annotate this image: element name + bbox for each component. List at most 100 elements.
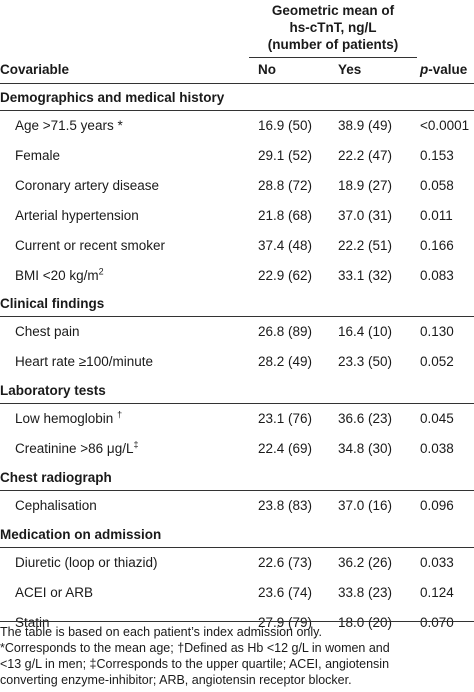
footnote-line4: converting enzyme-inhibitor; ARB, angiot… [0, 673, 352, 687]
column-header-p-value: p-value [420, 62, 468, 77]
value-no: 16.9 (50) [258, 118, 313, 133]
section-header-row: Chest radiograph [0, 466, 474, 496]
table-row: Cephalisation 23.8 (83) 37.0 (16) 0.096 [0, 491, 474, 521]
group-header-line2: hs-cTnT, ng/L [289, 20, 377, 35]
value-yes: 37.0 (31) [338, 207, 393, 223]
header-rule [0, 83, 474, 84]
section-title: Clinical findings [0, 296, 105, 312]
covariable-label: Heart rate ≥100/minute [15, 354, 153, 370]
value-yes: 22.2 (51) [338, 237, 393, 253]
column-header-row: Covariable No Yes p-value [0, 62, 474, 82]
section-rule [0, 403, 474, 405]
footnote-line3: <13 g/L in men; ‡Corresponds to the uppe… [0, 657, 390, 671]
table-footnote: The table is based on each patient’s ind… [0, 624, 474, 688]
value-yes: 38.9 (49) [338, 118, 393, 133]
covariable-label: Statin [15, 614, 50, 630]
value-no: 23.8 (83) [258, 498, 313, 513]
value-no: 21.8 (68) [258, 207, 313, 223]
value-no: 26.8 (89) [258, 324, 313, 340]
covariable-label: Coronary artery disease [15, 177, 160, 193]
group-header-line1: Geometric mean of [271, 3, 395, 18]
label-superscript: † [117, 409, 123, 420]
table-row: Chest pain 26.8 (89) 16.4 (10) 0.130 [0, 317, 474, 347]
covariable-label: BMI <20 kg/m2 [15, 266, 104, 283]
p-value: 0.052 [420, 354, 454, 370]
p-value: 0.058 [420, 177, 454, 193]
group-header-line3: (number of patients) [267, 37, 399, 52]
p-value: 0.083 [420, 267, 454, 283]
label-superscript: 2 [98, 266, 104, 276]
covariable-label: Diuretic (loop or thiazid) [15, 554, 158, 570]
section-title: Medication on admission [0, 526, 162, 542]
value-yes: 18.0 (20) [338, 614, 393, 630]
covariable-label: Chest pain [15, 324, 80, 340]
covariable-label: Cephalisation [15, 498, 97, 513]
value-yes: 37.0 (16) [338, 498, 393, 513]
column-header-no: No [258, 62, 276, 77]
label-superscript: ‡ [133, 439, 139, 450]
p-value: 0.011 [420, 207, 453, 223]
value-yes: 18.9 (27) [338, 177, 393, 193]
footnote-line1: The table is based on each patient’s ind… [0, 625, 322, 639]
p-value: 0.124 [420, 584, 454, 600]
value-no: 28.2 (49) [258, 354, 313, 370]
table-row: Current or recent smoker 37.4 (48) 22.2 (5… [0, 231, 474, 261]
value-no: 23.1 (76) [258, 411, 313, 427]
p-value: 0.070 [420, 614, 454, 630]
covariable-label: Current or recent smoker [15, 237, 166, 253]
value-no: 23.6 (74) [258, 584, 313, 600]
table-row: BMI <20 kg/m2 22.9 (62) 33.1 (32) 0.083 [0, 261, 474, 291]
value-yes: 33.1 (32) [338, 267, 393, 283]
p-value: 0.033 [420, 554, 454, 570]
value-yes: 36.2 (26) [338, 554, 393, 570]
section-rule [0, 316, 474, 318]
value-no: 37.4 (48) [258, 237, 313, 253]
covariable-label: Low hemoglobin † [15, 409, 123, 427]
p-value: 0.153 [420, 147, 454, 163]
table-row: ACEI or ARB 23.6 (74) 33.8 (23) 0.124 [0, 578, 474, 608]
value-yes: 16.4 (10) [338, 324, 393, 340]
p-value: 0.130 [420, 324, 454, 340]
value-no: 28.8 (72) [258, 177, 313, 193]
table-row: Statin 27.9 (79) 18.0 (20) 0.070 [0, 608, 474, 638]
group-header-rule [249, 57, 417, 58]
covariable-label: Arterial hypertension [15, 207, 139, 223]
section-title: Demographics and medical history [0, 90, 225, 105]
section-title: Laboratory tests [0, 383, 106, 399]
p-value: <0.0001 [420, 118, 470, 133]
p-value: 0.096 [420, 498, 454, 513]
column-header-covariable: Covariable [0, 62, 70, 77]
footnote-line2: *Corresponds to the mean age; †Defined a… [0, 641, 390, 655]
section-rule [0, 546, 474, 548]
bottom-rule [0, 621, 474, 622]
value-yes: 22.2 (47) [338, 147, 393, 163]
column-header-yes: Yes [338, 62, 362, 77]
section-header-row: Demographics and medical history [0, 86, 474, 116]
value-no: 27.9 (79) [258, 614, 313, 630]
value-no: 22.6 (73) [258, 554, 313, 570]
value-no: 22.9 (62) [258, 267, 313, 283]
value-yes: 36.6 (23) [338, 411, 393, 427]
column-group-header: Geometric mean of hs-cTnT, ng/L (number … [249, 2, 417, 53]
table-row: Female 29.1 (52) 22.2 (47) 0.153 [0, 141, 474, 171]
p-value: 0.045 [420, 411, 454, 427]
section-header-row: Medication on admission [0, 523, 474, 553]
table-row: Low hemoglobin † 23.1 (76) 36.6 (23) 0.045 [0, 404, 474, 434]
p-value: 0.166 [420, 237, 454, 253]
value-yes: 34.8 (30) [338, 441, 393, 457]
table-row: Arterial hypertension 21.8 (68) 37.0 (31) 0… [0, 201, 474, 231]
section-header-row: Laboratory tests [0, 379, 474, 409]
value-no: 22.4 (69) [258, 441, 313, 457]
table-row: Coronary artery disease 28.8 (72) 18.9 (27… [0, 171, 474, 201]
value-yes: 33.8 (23) [338, 584, 393, 600]
value-no: 29.1 (52) [258, 147, 313, 163]
section-header-row: Clinical findings [0, 292, 474, 322]
covariable-label: Female [15, 147, 61, 163]
table-row: Heart rate ≥100/minute 28.2 (49) 23.3 (50)… [0, 347, 474, 377]
section-title: Chest radiograph [0, 470, 112, 485]
p-value: 0.038 [420, 441, 454, 457]
covariable-label: Creatinine >86 μg/L‡ [15, 439, 139, 457]
section-rule [0, 110, 474, 111]
covariable-label: ACEI or ARB [15, 584, 94, 600]
table-row: Diuretic (loop or thiazid) 22.6 (73) 36.2 … [0, 548, 474, 578]
